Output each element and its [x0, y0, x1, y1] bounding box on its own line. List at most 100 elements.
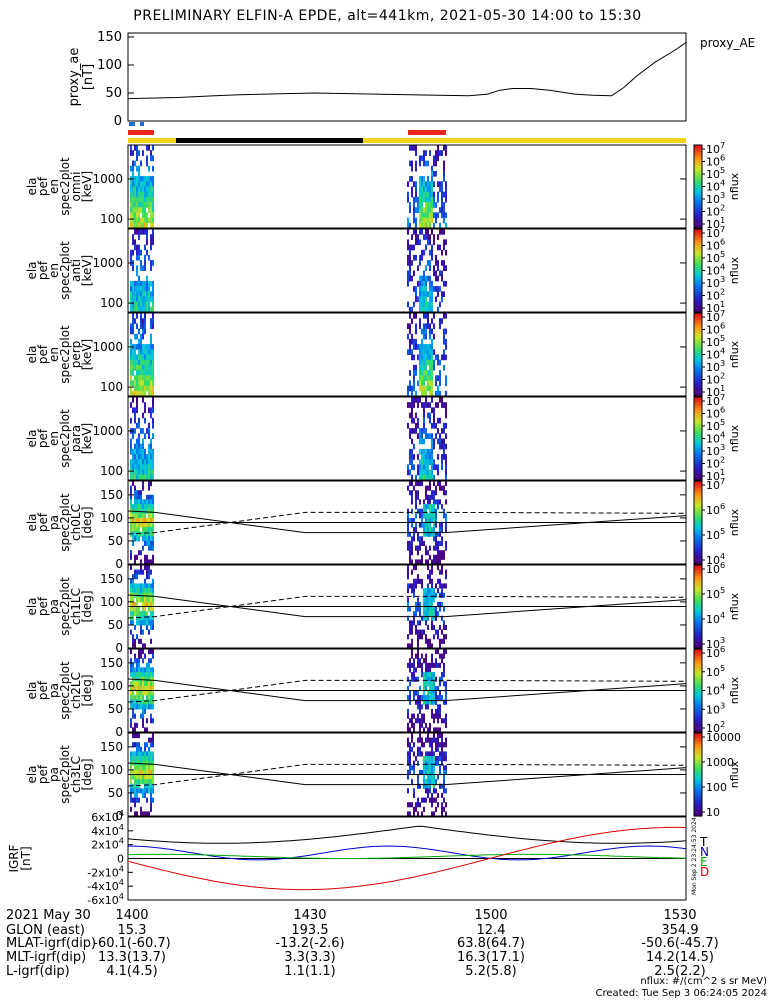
- spectrogram-cell: [437, 417, 439, 424]
- spectrogram-cell: [146, 527, 148, 533]
- spectrogram-cell: [415, 513, 417, 519]
- colorbar-step: [694, 145, 702, 148]
- spectrogram-cell: [150, 481, 152, 487]
- spectrogram-cell: [421, 464, 423, 471]
- colorbar-step: [694, 190, 702, 194]
- spectrogram-cell: [425, 662, 427, 668]
- spectrogram-cell: [443, 638, 445, 644]
- spectrogram-cell: [132, 370, 134, 376]
- spectrogram-cell: [425, 658, 427, 664]
- spectrogram-cell: [140, 756, 142, 762]
- spectrogram-cell: [146, 672, 148, 678]
- spectrogram-cell: [407, 760, 409, 766]
- footer-value: -50.6(-45.7): [641, 936, 719, 951]
- spectrogram-cell: [435, 531, 437, 537]
- spectrogram-cell: [445, 338, 447, 345]
- spectrogram-cell: [413, 428, 415, 434]
- spectrogram-cell: [132, 222, 134, 229]
- spectrogram-cell: [423, 234, 425, 240]
- spectrogram-cell: [419, 354, 421, 361]
- spectrogram-cell: [407, 323, 409, 330]
- spectrogram-cell: [413, 658, 415, 664]
- ytick-label-perp: 100: [100, 380, 123, 394]
- spectrogram-cell: [148, 704, 150, 710]
- spectrogram-cell: [130, 611, 132, 617]
- spectrogram-cell: [140, 217, 142, 224]
- spectrogram-cell: [138, 779, 140, 785]
- spectrogram-cell: [150, 338, 152, 345]
- spectrogram-cell: [409, 517, 411, 523]
- spectrogram-cell: [136, 212, 138, 219]
- spectrogram-cell: [415, 601, 417, 607]
- spectrogram-cell: [437, 550, 439, 556]
- spectrogram-cell: [441, 428, 443, 434]
- spectrogram-cell: [423, 323, 425, 330]
- spectrogram-cell: [138, 751, 140, 757]
- spectrogram-cell: [140, 522, 142, 528]
- spectrogram-cell: [132, 695, 134, 701]
- colorbar-step: [694, 274, 702, 278]
- spectrogram-cell: [417, 746, 419, 752]
- spectrogram-cell: [144, 296, 146, 303]
- spectrogram-cell: [130, 550, 132, 556]
- spectrogram-cell: [134, 364, 136, 371]
- spectrogram-cell: [425, 364, 427, 371]
- status-yellow-bar: [128, 138, 154, 143]
- spectrogram-cell: [429, 667, 431, 673]
- spectrogram-cell: [142, 328, 144, 335]
- spectrogram-cell: [413, 181, 415, 187]
- colorbar-label-text: nflux: [728, 424, 741, 452]
- spectrogram-cell: [148, 695, 150, 701]
- spectrogram-cell: [425, 620, 427, 626]
- spectrogram-cell: [429, 788, 431, 794]
- igrf-legend-T: T: [699, 835, 708, 849]
- spectrogram-cell: [144, 517, 146, 523]
- spectrogram-cell: [419, 746, 421, 752]
- colorbar-step: [694, 409, 702, 413]
- proxy-ae-ytick-label: 150: [97, 30, 122, 45]
- spectrogram-cell: [136, 513, 138, 519]
- spectrogram-cell: [423, 779, 425, 785]
- spectrogram-cell: [441, 270, 443, 277]
- spectrogram-cell: [140, 323, 142, 330]
- spectrogram-cell: [429, 545, 431, 551]
- spectrogram-cell: [136, 196, 138, 203]
- spectrogram-cell: [152, 397, 154, 403]
- spectrogram-cell: [136, 783, 138, 789]
- spectrogram-cell: [445, 354, 447, 361]
- spectrogram-cell: [425, 550, 427, 556]
- spectrogram-cell: [136, 681, 138, 687]
- spectrogram-ch1: [127, 565, 702, 649]
- colorbar-step: [694, 313, 702, 316]
- colorbar-tick-label: 105: [706, 165, 725, 181]
- spectrogram-cell: [423, 428, 425, 434]
- colorbar-step: [694, 753, 702, 757]
- spectrogram-cell: [423, 531, 425, 537]
- spectrogram-cell: [132, 234, 134, 240]
- spectrogram-cell: [433, 349, 435, 355]
- spectrogram-cell: [148, 499, 150, 505]
- proxy-ae-ytick-label: 100: [97, 58, 122, 73]
- spectrogram-cell: [423, 769, 425, 775]
- spectrogram-cell: [431, 229, 433, 235]
- spectrogram-cell: [439, 417, 441, 424]
- colorbar-frame-ch3: [693, 732, 703, 817]
- spectrogram-cell: [421, 448, 423, 455]
- spectrogram-cell: [417, 751, 419, 757]
- colorbar-step: [694, 629, 702, 632]
- spectrogram-cell: [132, 170, 134, 177]
- colorbar-step: [694, 737, 702, 740]
- spectrogram-cell: [419, 751, 421, 757]
- spectrogram-cell: [435, 212, 437, 219]
- spectrogram-cell: [142, 695, 144, 701]
- spectrogram-cell: [423, 296, 425, 303]
- spectrogram-cell: [431, 474, 433, 481]
- spectrogram-cell: [431, 672, 433, 678]
- spectrogram-cell: [144, 508, 146, 514]
- ylabel-line: spec2plot: [58, 325, 72, 384]
- spectrogram-cell: [132, 390, 134, 397]
- spectrogram-cell: [409, 629, 411, 635]
- spectrogram-cell: [144, 676, 146, 682]
- spectrogram-cell: [431, 196, 433, 203]
- spectrogram-cell: [419, 802, 421, 808]
